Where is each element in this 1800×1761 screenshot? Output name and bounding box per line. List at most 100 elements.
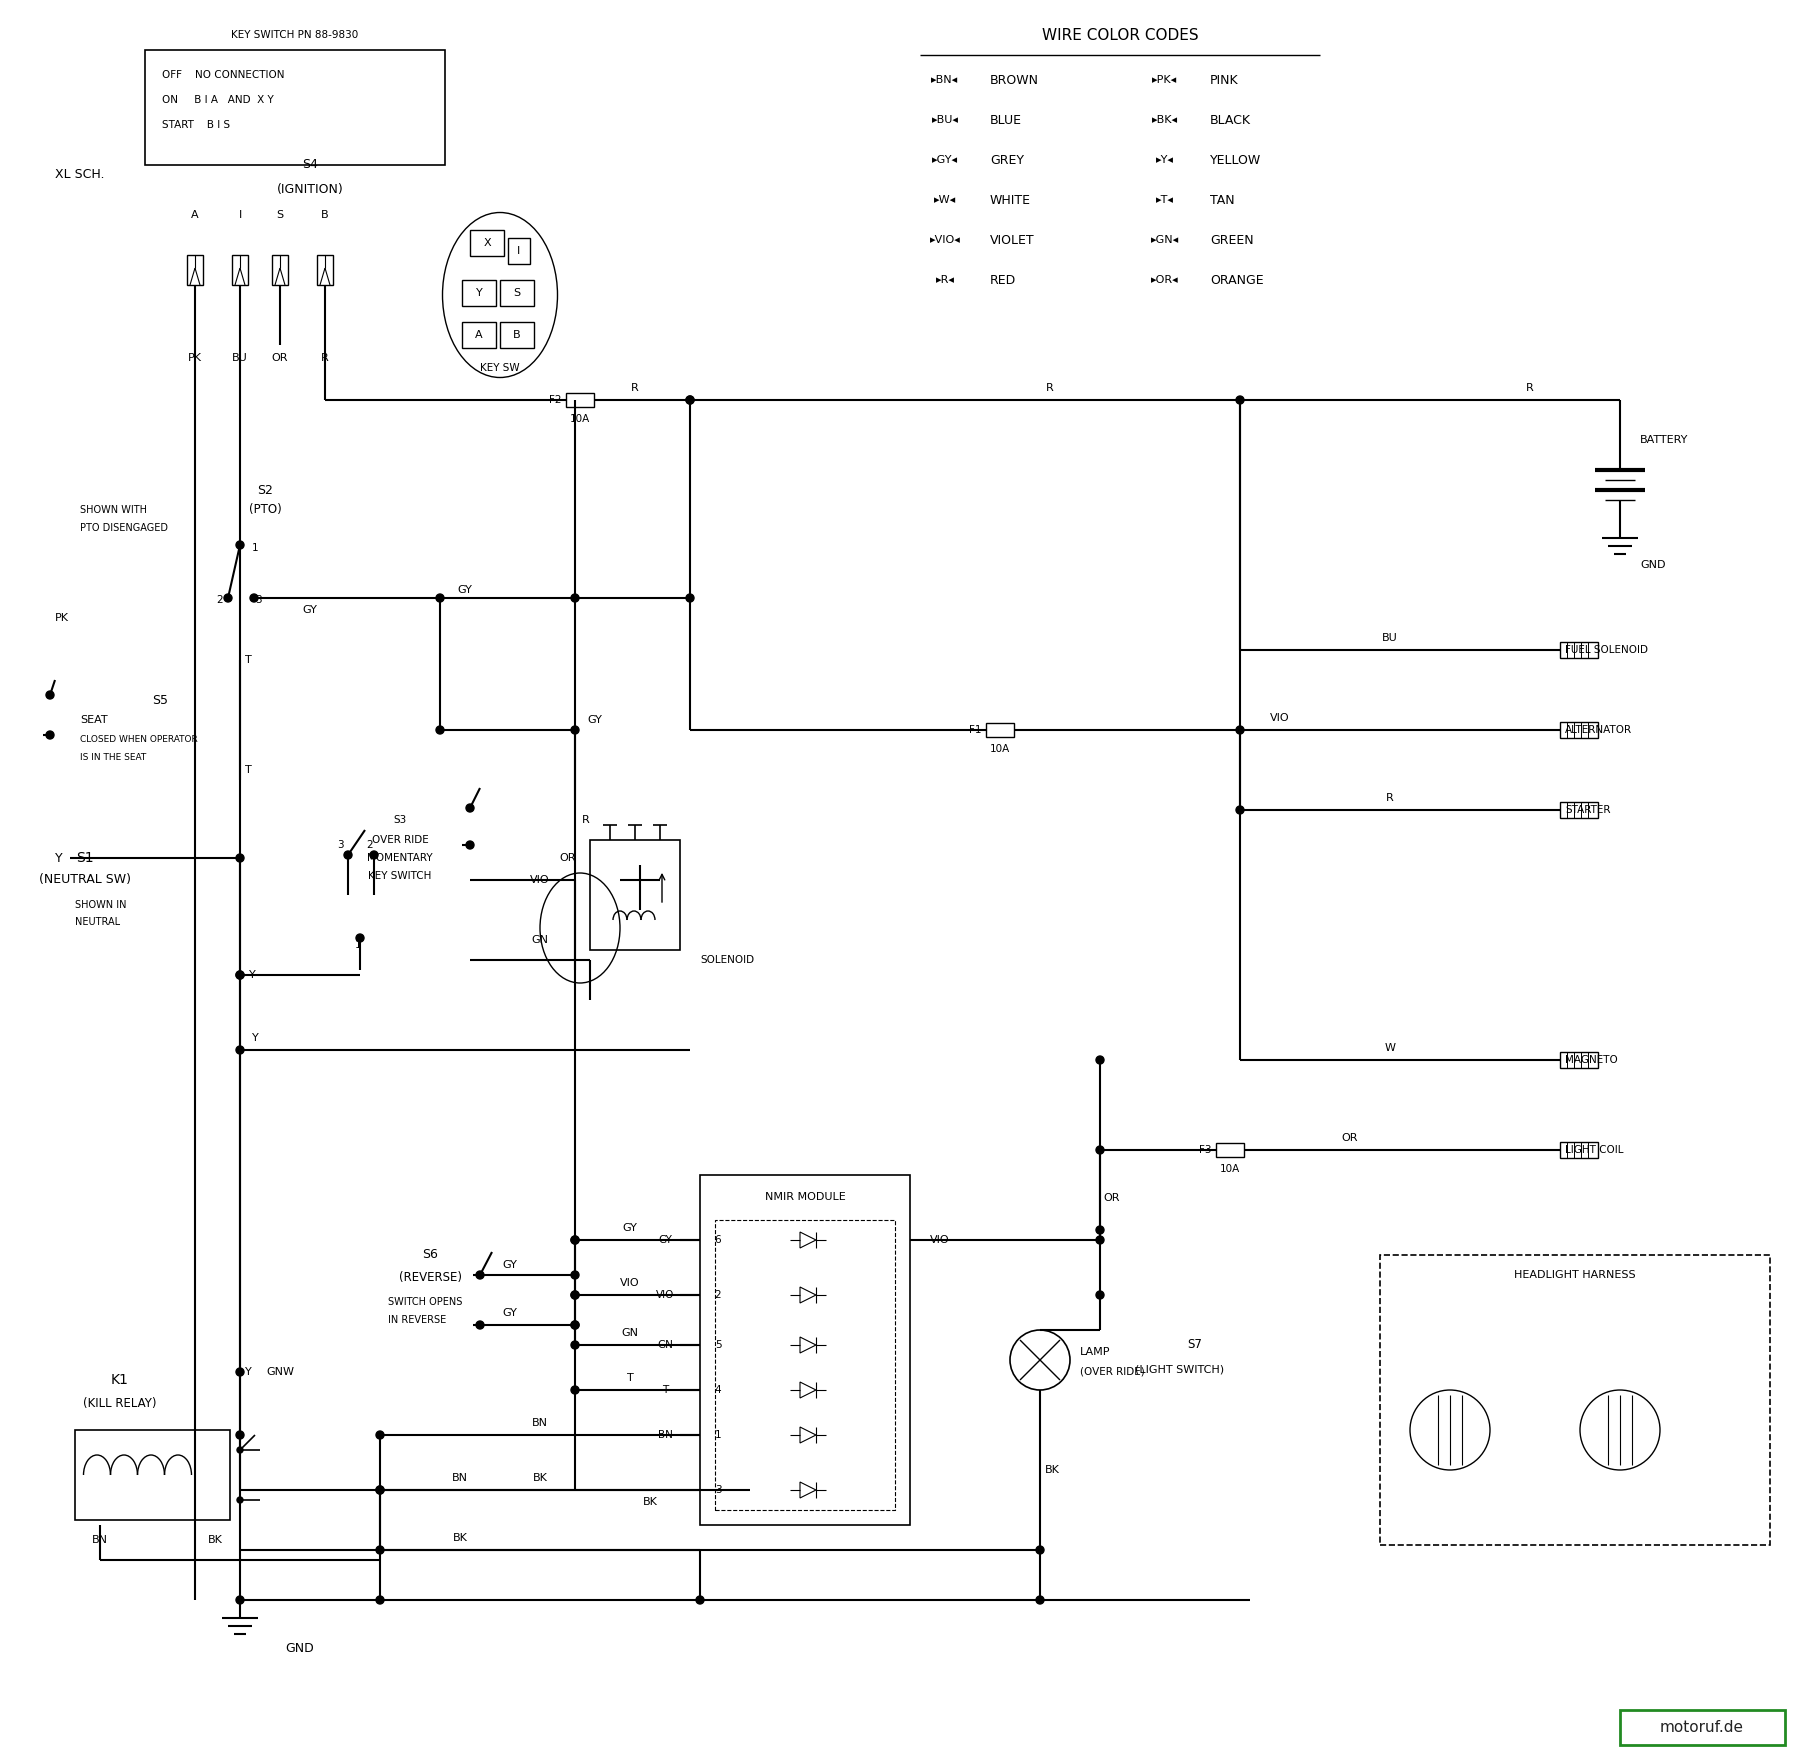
Text: BN: BN xyxy=(657,1430,673,1440)
Text: VIO: VIO xyxy=(931,1234,950,1245)
Bar xyxy=(146,49,445,166)
Text: S: S xyxy=(513,289,520,298)
Text: START    B I S: START B I S xyxy=(162,120,230,130)
Circle shape xyxy=(344,851,353,859)
Text: Y: Y xyxy=(475,289,482,298)
Text: ▸T◂: ▸T◂ xyxy=(1156,195,1174,204)
Text: XL SCH.: XL SCH. xyxy=(56,169,104,181)
Circle shape xyxy=(1096,1236,1103,1243)
Text: FUEL SOLENOID: FUEL SOLENOID xyxy=(1564,645,1649,655)
Text: SEAT: SEAT xyxy=(79,715,108,726)
Text: BU: BU xyxy=(232,352,248,363)
Bar xyxy=(1381,1256,1769,1544)
Text: GY: GY xyxy=(457,585,472,595)
Text: OR: OR xyxy=(560,852,576,863)
Text: GND: GND xyxy=(1640,560,1665,571)
Circle shape xyxy=(376,1595,383,1604)
Circle shape xyxy=(371,851,378,859)
Circle shape xyxy=(571,1271,580,1278)
Text: R: R xyxy=(320,352,329,363)
Text: LIGHT COIL: LIGHT COIL xyxy=(1564,1145,1624,1155)
Text: 10A: 10A xyxy=(990,743,1010,754)
Text: GNW: GNW xyxy=(266,1367,293,1377)
Text: 10A: 10A xyxy=(1220,1164,1240,1175)
Text: ON     B I A   AND  X Y: ON B I A AND X Y xyxy=(162,95,274,106)
Text: (KILL RELAY): (KILL RELAY) xyxy=(83,1396,157,1409)
Text: BLUE: BLUE xyxy=(990,113,1022,127)
Text: BK: BK xyxy=(1044,1465,1060,1476)
Text: S2: S2 xyxy=(257,484,274,497)
Text: R: R xyxy=(1046,382,1053,393)
Circle shape xyxy=(236,1432,245,1439)
Text: IS IN THE SEAT: IS IN THE SEAT xyxy=(79,754,146,763)
Text: VIOLET: VIOLET xyxy=(990,234,1035,247)
Circle shape xyxy=(571,1291,580,1300)
Text: 3: 3 xyxy=(337,840,344,851)
Bar xyxy=(508,238,529,264)
Circle shape xyxy=(1096,1057,1103,1064)
Circle shape xyxy=(250,593,257,602)
Circle shape xyxy=(376,1486,383,1493)
Circle shape xyxy=(376,1546,383,1553)
Text: PK: PK xyxy=(187,352,202,363)
Text: GY: GY xyxy=(502,1261,517,1270)
Text: LAMP: LAMP xyxy=(1080,1347,1111,1358)
Text: GREEN: GREEN xyxy=(1210,234,1253,247)
Circle shape xyxy=(1237,396,1244,403)
Text: GY: GY xyxy=(302,606,317,615)
Circle shape xyxy=(1037,1546,1044,1553)
Circle shape xyxy=(571,1321,580,1330)
Text: BU: BU xyxy=(1382,632,1399,643)
Circle shape xyxy=(1096,1226,1103,1234)
Text: SHOWN WITH: SHOWN WITH xyxy=(79,505,148,514)
Text: T: T xyxy=(245,655,252,666)
Circle shape xyxy=(466,842,473,849)
Text: WIRE COLOR CODES: WIRE COLOR CODES xyxy=(1042,28,1199,42)
Text: ▸Y◂: ▸Y◂ xyxy=(1156,155,1174,166)
Text: ALTERNATOR: ALTERNATOR xyxy=(1564,726,1633,734)
Circle shape xyxy=(571,1386,580,1395)
Circle shape xyxy=(436,593,445,602)
Bar xyxy=(1561,722,1598,738)
Text: ▸BN◂: ▸BN◂ xyxy=(931,76,959,85)
Text: NEUTRAL: NEUTRAL xyxy=(76,917,121,926)
Text: Y: Y xyxy=(248,970,256,981)
Circle shape xyxy=(475,1271,484,1278)
Circle shape xyxy=(223,593,232,602)
Bar xyxy=(1561,1141,1598,1159)
Text: PINK: PINK xyxy=(1210,74,1238,86)
Bar xyxy=(187,255,203,285)
Circle shape xyxy=(466,805,473,812)
Bar xyxy=(700,1175,911,1525)
Bar xyxy=(500,322,535,349)
Text: 1: 1 xyxy=(715,1430,722,1440)
Circle shape xyxy=(236,854,245,861)
Text: S6: S6 xyxy=(421,1249,437,1261)
Text: R: R xyxy=(1386,792,1393,803)
Text: OR: OR xyxy=(272,352,288,363)
Text: BK: BK xyxy=(207,1536,223,1544)
Circle shape xyxy=(571,1236,580,1243)
Text: OVER RIDE: OVER RIDE xyxy=(371,835,428,845)
Text: 3: 3 xyxy=(254,595,261,606)
Circle shape xyxy=(236,1595,245,1604)
Text: GND: GND xyxy=(286,1641,315,1655)
Text: R: R xyxy=(1526,382,1534,393)
Text: R: R xyxy=(632,382,639,393)
Text: BK: BK xyxy=(533,1472,547,1483)
Text: MAGNETO: MAGNETO xyxy=(1564,1055,1618,1065)
Bar xyxy=(1561,643,1598,659)
Circle shape xyxy=(47,690,54,699)
Circle shape xyxy=(1037,1595,1044,1604)
Text: X: X xyxy=(482,238,491,248)
Circle shape xyxy=(436,726,445,734)
Text: GREY: GREY xyxy=(990,153,1024,167)
Text: ▸BU◂: ▸BU◂ xyxy=(932,114,958,125)
Text: STARTER: STARTER xyxy=(1564,805,1611,815)
Text: (OVER RIDE): (OVER RIDE) xyxy=(1080,1367,1145,1377)
Text: ▸R◂: ▸R◂ xyxy=(936,275,954,285)
Circle shape xyxy=(697,1595,704,1604)
Text: Y: Y xyxy=(56,852,63,865)
Text: BLACK: BLACK xyxy=(1210,113,1251,127)
Bar xyxy=(986,724,1013,738)
